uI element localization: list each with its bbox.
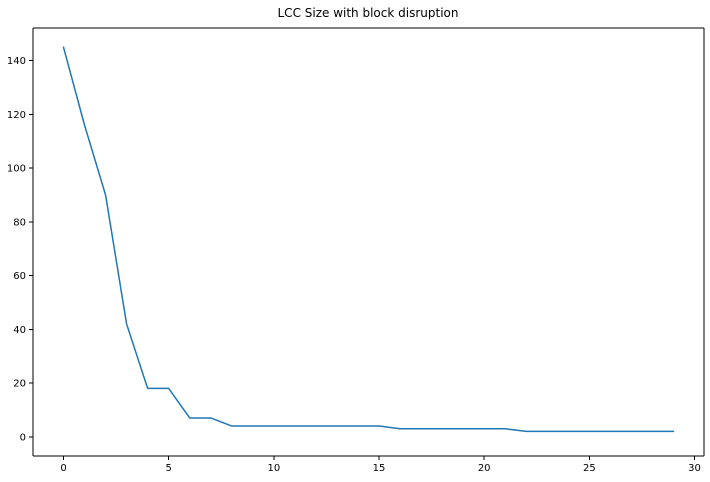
y-tick-label: 20 <box>13 379 26 390</box>
y-tick-label: 100 <box>7 164 26 175</box>
y-tick-label: 60 <box>13 271 26 282</box>
x-tick-label: 20 <box>478 463 491 474</box>
series-line-0 <box>62 46 675 433</box>
x-tick-label: 30 <box>688 463 701 474</box>
x-axis: 0 5 10 15 20 25 30 <box>60 456 701 474</box>
chart-title: LCC Size with block disruption <box>278 6 459 20</box>
x-tick-label: 25 <box>583 463 596 474</box>
y-tick-label: 0 <box>20 432 26 443</box>
x-tick-label: 15 <box>373 463 386 474</box>
y-tick-label: 80 <box>13 217 26 228</box>
y-tick-label: 40 <box>13 325 26 336</box>
y-axis: 0 20 40 60 80 100 120 140 <box>7 56 33 443</box>
axes-frame <box>32 27 705 457</box>
y-tick-label: 140 <box>7 56 26 67</box>
x-tick-label: 10 <box>267 463 280 474</box>
series-layer <box>62 46 675 433</box>
x-tick-label: 5 <box>165 463 171 474</box>
y-tick-label: 120 <box>7 110 26 121</box>
x-tick-label: 0 <box>60 463 66 474</box>
